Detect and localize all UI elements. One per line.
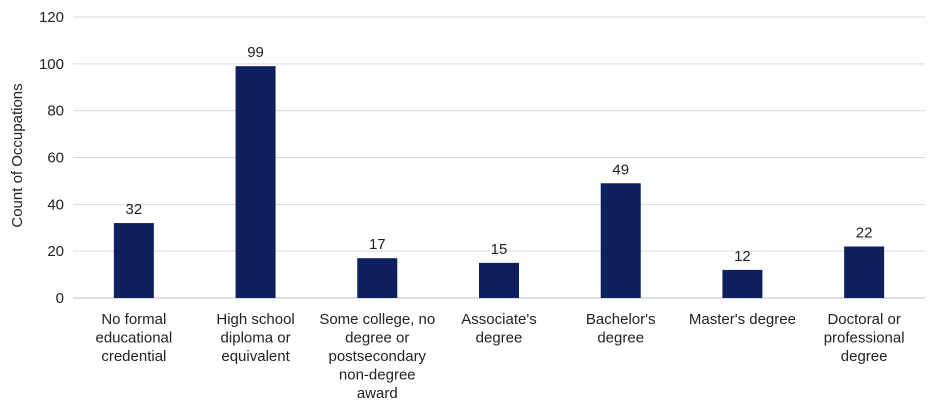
- category-label-line: equivalent: [221, 348, 290, 365]
- y-tick-label: 100: [39, 56, 64, 73]
- bar: [113, 223, 154, 298]
- bars: [113, 66, 885, 298]
- data-label: 15: [491, 241, 508, 258]
- category-label-line: postsecondary: [329, 348, 427, 365]
- category-label-line: degree: [841, 348, 888, 365]
- category-label-line: professional: [824, 330, 905, 347]
- gridlines: [73, 16, 925, 252]
- data-label: 49: [612, 161, 629, 178]
- data-labels: 32 99 17 15 49 12 22: [126, 44, 873, 265]
- category-labels: No formal educational credential High schoo…: [95, 311, 904, 400]
- category-label-line: award: [357, 385, 398, 400]
- bar: [722, 269, 763, 298]
- category-label-line: degree or: [345, 330, 409, 347]
- y-tick-label: 120: [39, 9, 64, 26]
- bar: [235, 66, 276, 298]
- category-label-line: educational: [95, 330, 172, 347]
- y-tick-label: 40: [47, 196, 64, 213]
- y-tick-label: 20: [47, 243, 64, 260]
- category-label: Associate's degree: [461, 311, 536, 347]
- data-label: 22: [856, 224, 873, 241]
- y-tick-label: 60: [47, 150, 64, 167]
- category-label: Some college, no degree or postsecondary no…: [319, 311, 435, 400]
- category-label-line: Associate's: [461, 311, 536, 328]
- y-axis-tick-labels: 0 20 40 60 80 100 120: [39, 9, 64, 307]
- category-label: Doctoral or professional degree: [824, 311, 905, 365]
- category-label-line: credential: [101, 348, 166, 365]
- y-tick-label: 0: [56, 290, 64, 307]
- bar: [844, 246, 885, 298]
- bar: [357, 258, 398, 298]
- data-label: 99: [247, 44, 264, 61]
- category-label-line: High school: [216, 311, 294, 328]
- category-label: Master's degree: [689, 311, 796, 328]
- category-label-line: Master's degree: [689, 311, 796, 328]
- category-label-line: Bachelor's: [586, 311, 656, 328]
- data-label: 12: [734, 248, 751, 265]
- data-label: 17: [369, 236, 386, 253]
- category-label: Bachelor's degree: [586, 311, 656, 347]
- y-tick-label: 80: [47, 103, 64, 120]
- category-label: No formal educational credential: [95, 311, 172, 365]
- category-label-line: No formal: [101, 311, 166, 328]
- category-label-line: degree: [597, 330, 644, 347]
- data-label: 32: [126, 201, 143, 218]
- bar: [479, 262, 519, 298]
- category-label-line: Some college, no: [319, 311, 435, 328]
- category-label-line: degree: [476, 330, 523, 347]
- bar: [600, 183, 641, 298]
- y-axis-title: Count of Occupations: [9, 83, 26, 227]
- category-label-line: diploma or: [221, 330, 291, 347]
- category-label-line: Doctoral or: [827, 311, 900, 328]
- category-label: High school diploma or equivalent: [216, 311, 294, 365]
- category-label-line: non-degree: [339, 367, 416, 384]
